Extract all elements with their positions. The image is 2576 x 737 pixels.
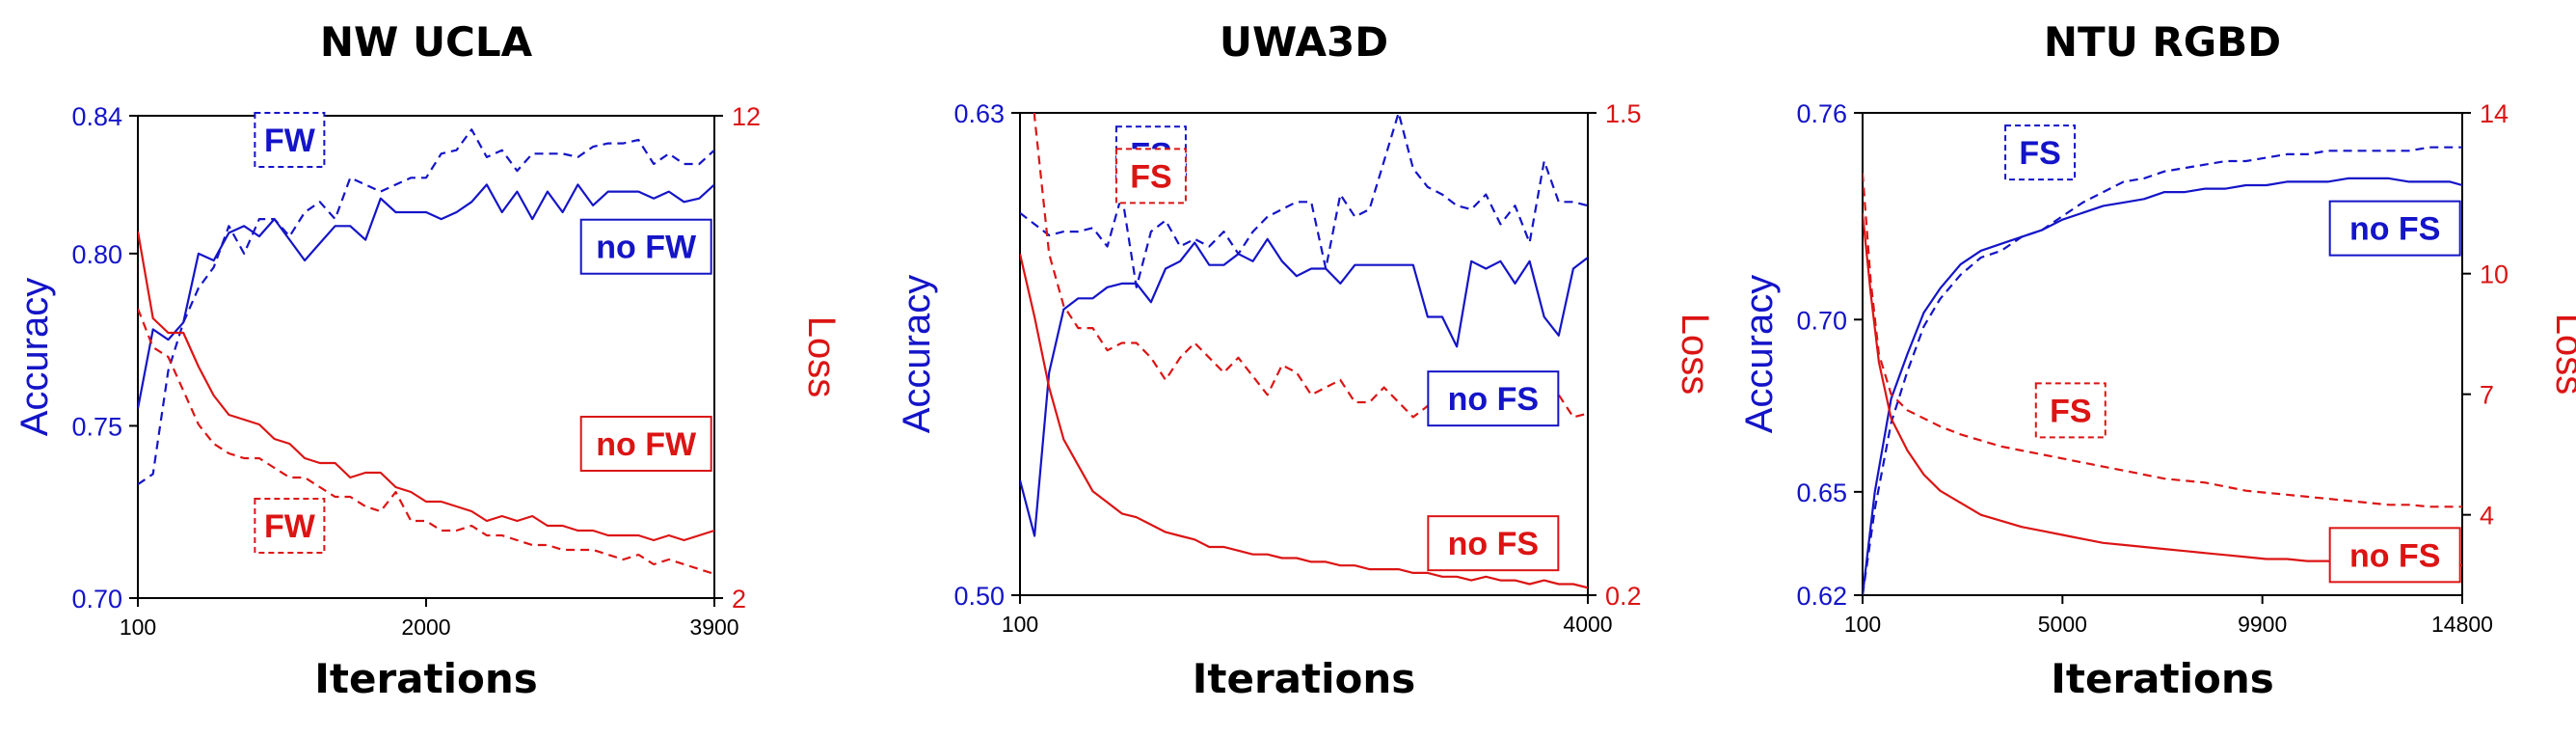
annotation-fs-loss: FS [2034,382,2106,439]
x-tick-label: 100 [120,614,156,640]
annotation-box [579,218,712,275]
plot-frame [137,115,715,599]
y-axis-label: Accuracy [13,278,56,437]
annotation-box [2034,382,2106,439]
annotation-label: no FS [2349,211,2440,248]
annotation-no-fw-loss: no FW [579,416,712,472]
annotation-box [2328,200,2461,257]
chart-title: NTU RGBD [2044,18,2281,66]
plot-frame [1019,112,1589,596]
y2-axis-label: Loss [1674,314,1716,396]
y2-axis-label: Loss [800,316,843,398]
y2-tick-label: 10 [2480,260,2509,289]
plot-frame [1862,112,2463,596]
annotation-no-fs-accuracy: no FS [2328,200,2461,257]
y-tick-label: 0.75 [71,412,122,441]
y-tick-label: 0.70 [1796,306,1847,335]
y-tick-label: 0.70 [71,585,122,614]
annotation-label: FS [1130,158,1171,195]
series-line-fw-accuracy-dashed [138,128,714,486]
annotation-fw-accuracy: FW [254,112,326,168]
annotation-box [1427,515,1560,572]
chart-title: NW UCLA [320,18,533,66]
y-tick-label: 0.63 [953,99,1005,128]
series-group [1020,113,1588,589]
x-tick-label: 4000 [1563,612,1612,637]
chart-uwa3d: UWA3D 0.50 0.63 0.2 1.5 100 4000 Iterations Accu… [896,18,1716,702]
y2-tick-label: 0.2 [1605,582,1642,611]
y2-tick-label: 7 [2480,381,2494,410]
annotation-box [1114,148,1187,205]
annotation-label: no FW [596,426,697,463]
annotation-label: no FS [2349,537,2440,574]
x-tick-label: 2000 [401,614,450,640]
y2-tick-label: 2 [732,585,746,614]
annotation-label: FW [264,123,316,159]
series-line-fs-accuracy-dashed [1863,146,2462,595]
x-tick-label: 3900 [689,614,738,640]
annotation-fs-accuracy: FS [2004,124,2077,181]
series-line-no-fw-accuracy-solid [138,183,714,409]
y-tick-label: 0.65 [1796,478,1847,507]
y-axis-label: Accuracy [1738,275,1781,434]
chart-nw-ucla: NW UCLA 0.70 0.75 0.80 0.84 2 12 100 2000 3900 Ite… [13,18,843,702]
x-tick-label: 100 [1002,612,1038,637]
x-tick-label: 14800 [2431,612,2493,637]
annotation-label: no FS [1448,526,1539,562]
series-line-fw-loss-dashed [138,308,714,576]
x-axis-label: Iterations [2051,655,2273,702]
y2-tick-label: 12 [732,102,761,131]
series-line-no-fs-loss-solid [1020,253,1588,589]
series-group [138,128,714,576]
x-tick-label: 5000 [2038,612,2087,637]
series-line-no-fs-loss-solid [1863,213,2462,567]
x-axis-label: Iterations [314,655,537,702]
y2-tick-label: 1.5 [1605,99,1642,128]
annotation-box [579,416,712,472]
annotation-label: no FW [596,230,697,266]
annotation-box [2004,124,2077,181]
annotation-label: FW [264,508,316,545]
chart-ntu-rgbd: NTU RGBD 0.62 0.65 0.70 0.76 4 7 10 14 100 5000 990… [1738,18,2576,702]
y-tick-label: 0.84 [71,102,122,131]
annotation-box [2328,527,2461,584]
annotation-fs-loss: FS [1114,148,1187,205]
chart-title: UWA3D [1220,18,1388,66]
annotation-box [254,498,326,554]
series-line-fs-loss-dashed [1863,173,2462,508]
y-axis-label: Accuracy [896,275,938,434]
annotation-label: FS [2019,135,2060,172]
annotation-box [254,112,326,168]
series-line-no-fs-accuracy-solid [1020,237,1588,537]
annotation-fw-loss: FW [254,498,326,554]
series-line-no-fs-accuracy-solid [1863,177,2462,595]
annotation-box [1427,370,1560,427]
y2-tick-label: 4 [2480,502,2494,531]
y-tick-label: 0.80 [71,240,122,269]
annotation-no-fs-loss: no FS [2328,527,2461,584]
x-tick-label: 9900 [2238,612,2287,637]
x-tick-label: 100 [1844,612,1881,637]
annotation-label: FS [2050,393,2091,429]
y2-axis-label: Loss [2548,314,2576,396]
annotation-label: no FS [1448,381,1539,418]
y-tick-label: 0.62 [1796,582,1847,611]
x-axis-label: Iterations [1193,655,1415,702]
annotation-no-fs-accuracy: no FS [1427,370,1560,427]
annotation-no-fs-loss: no FS [1427,515,1560,572]
annotation-no-fw-accuracy: no FW [579,218,712,275]
y2-tick-label: 14 [2480,99,2509,128]
series-line-fs-accuracy-dashed [1020,113,1588,288]
y-tick-label: 0.50 [953,582,1005,611]
y-tick-label: 0.76 [1796,99,1847,128]
series-line-no-fw-loss-solid [138,231,714,542]
